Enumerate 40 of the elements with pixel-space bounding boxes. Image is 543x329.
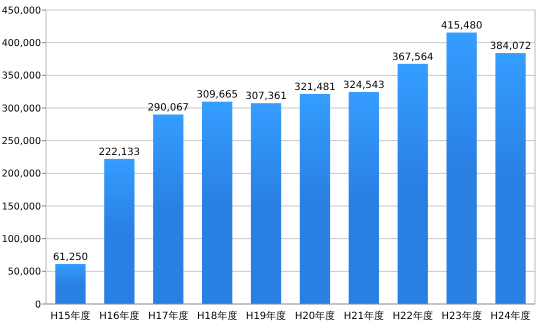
- x-tick-label: H22年度: [392, 310, 433, 322]
- y-tick-label: 300,000: [2, 103, 41, 114]
- y-tick-label: 0: [34, 299, 41, 310]
- y-tick-label: 200,000: [2, 168, 41, 180]
- bar: [55, 264, 86, 304]
- x-tick-label: H17年度: [148, 310, 188, 322]
- bar: [398, 64, 428, 304]
- y-tick-label: 50,000: [8, 266, 41, 278]
- y-tick-label: 350,000: [2, 70, 41, 82]
- y-tick-label: 150,000: [2, 201, 41, 212]
- data-label: 321,481: [294, 82, 336, 93]
- data-label: 222,133: [98, 146, 140, 158]
- bar: [202, 102, 232, 304]
- x-tick-label: H15年度: [50, 310, 91, 322]
- data-label: 384,072: [490, 41, 532, 52]
- data-label: 367,564: [392, 52, 434, 63]
- x-tick-label: H23年度: [442, 310, 482, 322]
- data-label: 415,480: [440, 20, 482, 32]
- data-label: 61,250: [52, 252, 88, 263]
- x-tick-label: H24年度: [490, 310, 531, 322]
- data-label: 290,067: [148, 102, 189, 114]
- data-label: 307,361: [245, 91, 287, 102]
- data-label: 309,665: [196, 90, 238, 101]
- bar: [495, 53, 526, 304]
- x-tick-label: H20年度: [294, 310, 336, 322]
- bar: [104, 158, 135, 304]
- data-label: 324,543: [343, 80, 385, 91]
- bar: [446, 32, 477, 304]
- bar: [153, 114, 184, 304]
- x-tick-label: H16年度: [99, 310, 140, 322]
- x-tick-label: H21年度: [344, 310, 384, 322]
- bar: [348, 92, 380, 304]
- y-tick-label: 400,000: [2, 38, 41, 49]
- bar: [300, 94, 330, 304]
- bar: [250, 103, 282, 304]
- x-tick-label: H19年度: [246, 310, 286, 322]
- y-tick-label: 450,000: [2, 5, 41, 16]
- y-tick-label: 250,000: [2, 136, 41, 147]
- x-tick-label: H18年度: [197, 310, 238, 322]
- y-tick-label: 100,000: [2, 234, 41, 245]
